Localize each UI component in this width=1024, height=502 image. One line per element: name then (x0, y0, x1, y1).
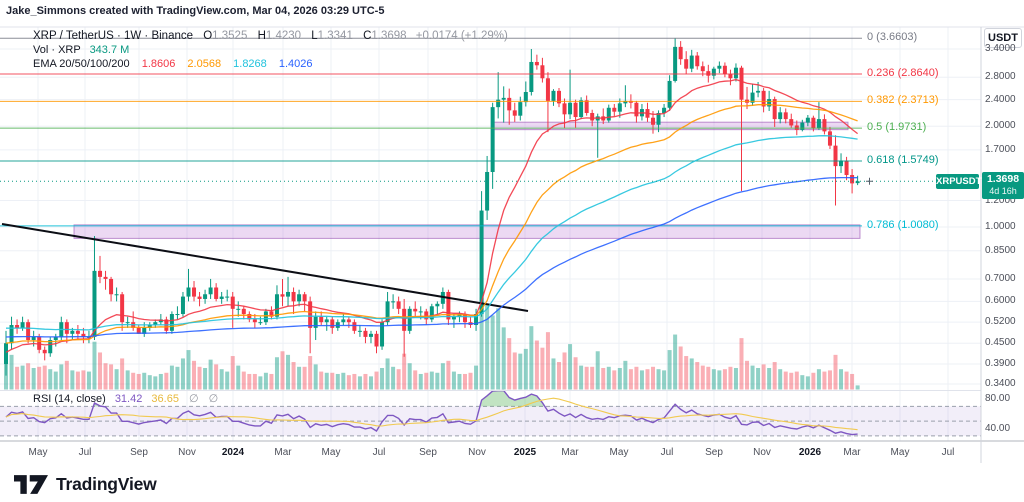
rsi-empty-icon: ∅ (208, 393, 219, 405)
change-value: +0.0174 (+1.29%) (415, 30, 508, 42)
chart-legend: XRP / TetherUS · 1W · Binance O1.3525 H1… (33, 30, 508, 71)
time-tick-label: May (321, 447, 341, 458)
price-tick-label: 0.3400 (985, 378, 1016, 389)
time-tick-label: Sep (130, 447, 148, 458)
time-tick-label: 2026 (798, 447, 822, 458)
price-tick-label: 0.5200 (985, 316, 1016, 328)
time-tick-label: Sep (705, 447, 723, 458)
attribution-text: Jake_Simmons created with TradingView.co… (6, 5, 385, 17)
time-tick-label: May (890, 447, 910, 458)
time-tick-label: Nov (753, 447, 771, 458)
last-price-tag[interactable]: 1.3698 4d 16h (982, 172, 1024, 199)
price-tick-label: 0.8500 (985, 244, 1016, 256)
price-tick-label: 2.8000 (985, 71, 1016, 83)
close-value: 1.3698 (371, 30, 407, 42)
high-label: H (257, 30, 266, 42)
fib-level-label: 0 (3.6603) (867, 31, 918, 44)
tradingview-logo-icon (14, 475, 48, 494)
ema100-value: 1.8268 (233, 58, 267, 70)
ema-label[interactable]: EMA 20/50/100/200 (33, 58, 130, 70)
fib-level-label: 0.5 (1.9731) (867, 121, 927, 134)
volume-label[interactable]: Vol · XRP (33, 44, 81, 56)
price-tick-label: 1.7000 (985, 143, 1016, 155)
ema-legend-row: EMA 20/50/100/200 1.8606 2.0568 1.8268 1… (33, 58, 508, 71)
high-value: 1.4230 (265, 30, 302, 42)
open-label: O (203, 30, 213, 42)
rsi-empty-icon: ∅ (189, 393, 199, 405)
price-tick-label: 3.4000 (985, 43, 1016, 54)
time-tick-label: Mar (274, 447, 292, 458)
rsi-legend-row: RSI (14, close) 31.42 36.65 ∅ ∅ (33, 392, 218, 405)
rsi-tick-label: 80.00 (985, 393, 1011, 404)
time-tick-label: Sep (419, 447, 437, 458)
rsi-tick-label: 40.00 (985, 422, 1011, 434)
ema50-value: 2.0568 (187, 58, 222, 70)
time-tick-label: Jul (660, 447, 674, 458)
time-tick-label: May (609, 447, 629, 458)
price-line-symbol-tag[interactable]: XRPUSDT (936, 174, 982, 189)
time-tick-label: Jul (941, 447, 955, 458)
time-tick-label: 2024 (221, 447, 245, 458)
price-tick-label: 0.7000 (985, 272, 1016, 284)
low-label: L (311, 30, 318, 42)
time-tick-label: Nov (468, 447, 486, 458)
price-tick-label: 0.4500 (985, 337, 1016, 349)
price-tick-label: 0.3900 (985, 358, 1016, 370)
currency-toggle-badge[interactable]: USDT (984, 28, 1022, 48)
volume-value: 343.7 M (89, 44, 130, 56)
time-tick-label: Nov (178, 447, 196, 458)
fib-level-label: 0.382 (2.3713) (867, 94, 939, 107)
price-tick-label: 2.0000 (985, 120, 1016, 132)
open-value: 1.3525 (212, 30, 248, 42)
rsi-value: 31.42 (114, 393, 143, 405)
last-price-value: 1.3698 (986, 173, 1020, 185)
price-tick-label: 2.4000 (985, 93, 1016, 105)
price-tick-label: 1.2000 (985, 194, 1016, 206)
ema20-value: 1.8606 (141, 58, 176, 70)
rsi-ma-value: 36.65 (151, 393, 179, 405)
time-tick-label: Jul (78, 447, 92, 458)
fib-level-label: 0.618 (1.5749) (867, 153, 939, 166)
tradingview-logo-text: TradingView (56, 474, 157, 494)
time-tick-label: Jul (372, 447, 386, 458)
volume-legend-row: Vol · XRP 343.7 M (33, 44, 508, 57)
time-tick-label: May (28, 447, 48, 458)
price-tick-label: 1.0000 (985, 221, 1016, 233)
symbol-legend-row: XRP / TetherUS · 1W · Binance O1.3525 H1… (33, 30, 508, 43)
price-tick-label: 0.6000 (985, 295, 1016, 307)
fib-level-label: 0.786 (1.0080) (867, 218, 939, 231)
close-label: C (363, 30, 372, 42)
ema200-value: 1.4026 (278, 58, 313, 70)
rsi-label[interactable]: RSI (14, close) (33, 393, 106, 405)
bar-countdown: 4d 16h (989, 186, 1017, 196)
symbol-title[interactable]: XRP / TetherUS · 1W · Binance (33, 30, 194, 42)
low-value: 1.3341 (317, 30, 353, 42)
fib-level-label: 0.236 (2.8640) (867, 66, 939, 79)
time-tick-label: 2025 (513, 447, 537, 458)
time-tick-label: Mar (843, 447, 861, 458)
tradingview-logo[interactable]: TradingView (14, 474, 157, 495)
time-tick-label: Mar (561, 447, 579, 458)
